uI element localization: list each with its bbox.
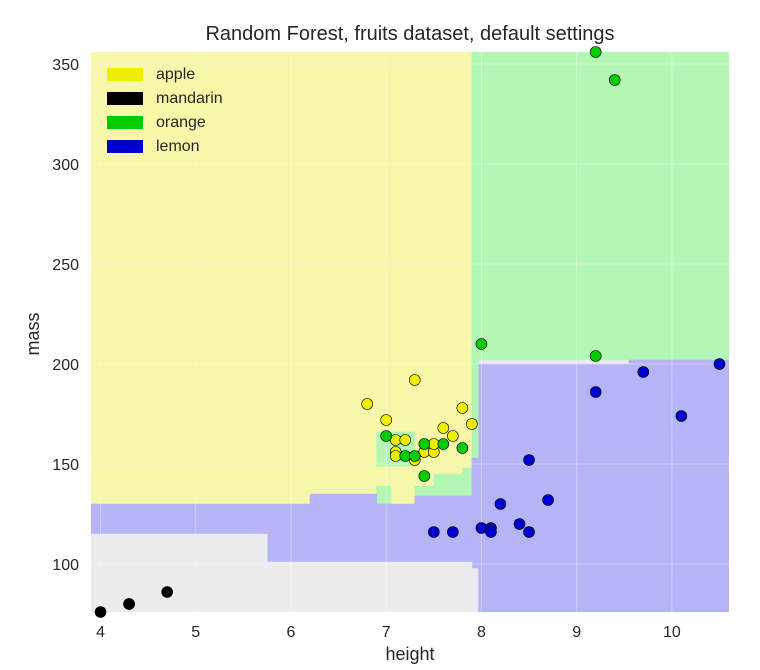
region-orange <box>471 52 729 361</box>
point-orange <box>380 430 392 442</box>
point-apple <box>456 402 469 414</box>
legend-label-apple: apple <box>156 66 195 83</box>
region-orange <box>376 485 392 505</box>
point-lemon <box>494 498 507 510</box>
legend-label-orange: orange <box>156 114 206 131</box>
x-tick-label: 5 <box>191 624 200 641</box>
y-tick-label: 100 <box>52 557 79 574</box>
legend-label-lemon: lemon <box>156 138 200 155</box>
point-lemon <box>589 386 602 398</box>
x-tick-label: 6 <box>287 624 296 641</box>
point-orange <box>456 442 469 454</box>
legend-swatch-orange <box>107 116 143 129</box>
legend-label-mandarin: mandarin <box>156 90 223 107</box>
point-mandarin <box>94 606 107 618</box>
point-lemon <box>523 526 535 538</box>
point-apple <box>399 434 412 446</box>
point-lemon <box>447 526 459 538</box>
data-points <box>94 46 726 618</box>
x-tick-label: 10 <box>663 624 681 641</box>
point-lemon <box>637 366 650 378</box>
y-tick-label: 350 <box>52 57 79 74</box>
plot-area <box>91 46 729 618</box>
point-lemon <box>523 454 535 466</box>
point-lemon <box>485 526 497 538</box>
x-axis-label: height <box>385 644 434 664</box>
y-tick-label: 150 <box>52 457 79 474</box>
point-orange <box>437 438 450 450</box>
region-lemon <box>91 359 729 612</box>
region-mandarin <box>91 533 473 612</box>
y-axis-label: mass <box>23 312 43 355</box>
point-lemon <box>675 410 688 422</box>
point-lemon <box>542 494 554 506</box>
x-tick-label: 7 <box>382 624 391 641</box>
point-orange <box>418 438 431 450</box>
point-orange <box>408 450 421 462</box>
point-apple <box>437 422 450 434</box>
x-tick-label: 9 <box>572 624 581 641</box>
chart-title: Random Forest, fruits dataset, default s… <box>205 23 614 45</box>
point-orange <box>608 74 621 86</box>
x-tick-label: 8 <box>477 624 486 641</box>
y-tick-label: 200 <box>52 357 79 374</box>
gridlines <box>91 52 729 612</box>
point-apple <box>447 430 459 442</box>
point-lemon <box>713 358 726 370</box>
x-tick-label: 4 <box>96 624 105 641</box>
legend-swatch-lemon <box>107 140 143 153</box>
point-apple <box>361 398 373 410</box>
point-mandarin <box>123 598 135 610</box>
decision-regions <box>91 52 729 612</box>
tick-labels: 4 5 6 7 8 9 10 100 150 200 250 300 350 <box>52 57 681 641</box>
legend-swatch-apple <box>107 68 143 81</box>
point-orange <box>589 46 602 58</box>
point-orange <box>589 350 602 362</box>
legend: apple mandarin orange lemon <box>107 66 223 155</box>
point-apple <box>408 374 421 386</box>
y-tick-label: 300 <box>52 157 79 174</box>
point-lemon <box>513 518 526 530</box>
y-tick-label: 250 <box>52 257 79 274</box>
point-orange <box>475 338 488 350</box>
point-apple <box>380 414 392 426</box>
point-apple <box>466 418 478 430</box>
point-lemon <box>428 526 440 538</box>
legend-swatch-mandarin <box>107 92 143 105</box>
point-mandarin <box>161 586 173 598</box>
point-orange <box>418 470 431 482</box>
